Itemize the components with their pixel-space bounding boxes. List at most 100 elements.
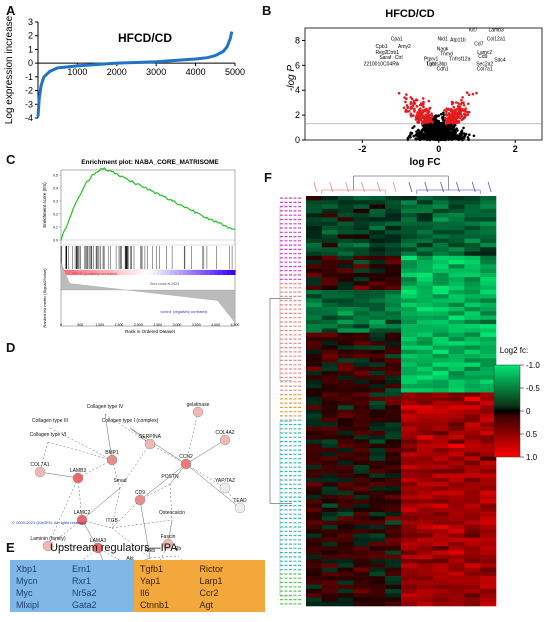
heatmap-cell [306, 541, 323, 547]
network-edge [111, 519, 173, 529]
panel-d-copyright: © 2000-2021 QIAGEN. All rights reserved. [12, 520, 87, 525]
heatmap-cell [416, 251, 433, 257]
heatmap-cell [321, 255, 338, 261]
heatmap-cell [416, 482, 433, 487]
heatmap-cell [321, 533, 338, 538]
volcano-point [426, 119, 430, 122]
heatmap-cell [432, 477, 449, 483]
heatmap-cell [337, 234, 354, 240]
panel-a-ytick-label: 1 [28, 44, 33, 54]
heatmap-cell [480, 567, 497, 573]
volcano-point [427, 132, 430, 135]
heatmap-cell [464, 443, 481, 449]
heatmap-cell [353, 213, 370, 218]
heatmap-cell [321, 524, 338, 530]
heatmap-cell [337, 559, 354, 564]
heatmap-cell [306, 213, 323, 218]
volcano-point [455, 101, 458, 104]
heatmap-cell [337, 302, 354, 308]
gsea-xtick-label: 4,500 [231, 323, 240, 327]
volcano-point [442, 113, 445, 117]
heatmap-cell [337, 260, 354, 265]
heatmap-cell [306, 529, 323, 534]
heatmap-cell [353, 460, 370, 466]
heatmap-cell [464, 213, 481, 218]
heatmap-cell [432, 597, 449, 603]
heatmap-cell [385, 341, 402, 346]
volcano-point [459, 103, 462, 106]
heatmap-cell [369, 494, 386, 500]
heatmap-cell [369, 426, 386, 432]
heatmap-cell [401, 366, 418, 372]
heatmap-cell [464, 507, 481, 513]
dendrogram-branch [353, 175, 449, 190]
heatmap-cell [464, 418, 481, 423]
heatmap-cell [401, 409, 418, 415]
heatmap-cell [385, 452, 402, 457]
heatmap-cell [385, 362, 402, 368]
volcano-gene-label: Sdc4 [494, 58, 506, 64]
legend-tick-label: 0 [526, 407, 531, 416]
volcano-point [426, 129, 430, 133]
heatmap-cell [416, 452, 433, 457]
heatmap-cell [401, 230, 418, 235]
heatmap-cell [385, 277, 402, 282]
heatmap-cell [306, 388, 323, 393]
network-edge [47, 441, 113, 461]
heatmap-cell [337, 503, 354, 509]
heatmap-cell [432, 422, 449, 427]
column-label-mark [345, 181, 349, 193]
heatmap-cell [385, 447, 402, 453]
heatmap-cell [321, 289, 338, 295]
volcano-point [447, 117, 450, 120]
network-node-label: Nfkb [145, 548, 156, 554]
heatmap-cell [385, 238, 402, 244]
volcano-point [461, 107, 464, 111]
heatmap-cell [432, 200, 449, 205]
heatmap-cell [448, 576, 465, 581]
heatmap-cell [337, 213, 354, 218]
heatmap-cell [306, 396, 323, 402]
heatmap-cell [480, 388, 497, 393]
heatmap-cell [385, 285, 402, 291]
heatmap-cell [369, 294, 386, 299]
network-node-label: gelatinase [187, 402, 210, 408]
volcano-point [449, 124, 452, 127]
heatmap-cell [401, 324, 418, 329]
heatmap-cell [401, 388, 418, 393]
volcano-point [438, 122, 442, 126]
heatmap-cell [337, 571, 354, 577]
heatmap-cell [369, 354, 386, 359]
panel-c-es-curve [60, 167, 236, 241]
network-edge [47, 477, 79, 547]
heatmap-cell [480, 473, 497, 479]
heatmap-cell [416, 213, 433, 218]
heatmap-cell [480, 277, 497, 282]
heatmap-cell [432, 349, 449, 355]
heatmap-cell [306, 512, 323, 517]
heatmap-cell [464, 324, 481, 329]
heatmap-cell [448, 456, 465, 462]
heatmap-cell [416, 529, 433, 534]
heatmap-cell [306, 242, 323, 248]
volcano-point [412, 134, 415, 138]
gsea-gradient-cell [152, 270, 158, 275]
heatmap-cell [401, 456, 418, 462]
heatmap-cell [306, 469, 323, 474]
heatmap-cell [306, 567, 323, 573]
heatmap-cell [401, 430, 418, 436]
heatmap-cell [401, 345, 418, 351]
heatmap-cell [464, 584, 481, 590]
heatmap-cell [480, 362, 497, 368]
heatmap-cell [353, 580, 370, 585]
heatmap-cell [448, 563, 465, 568]
volcano-point [445, 114, 448, 117]
heatmap-cell [416, 375, 433, 380]
heatmap-cell [353, 392, 370, 398]
heatmap-cell [369, 447, 386, 453]
heatmap-cell [337, 277, 354, 282]
volcano-point [424, 113, 427, 116]
panel-c-ylabel-bottom: Ranked list metric (Signal2Noise) [42, 268, 47, 328]
heatmap-cell [369, 392, 386, 398]
heatmap-cell [401, 234, 418, 240]
